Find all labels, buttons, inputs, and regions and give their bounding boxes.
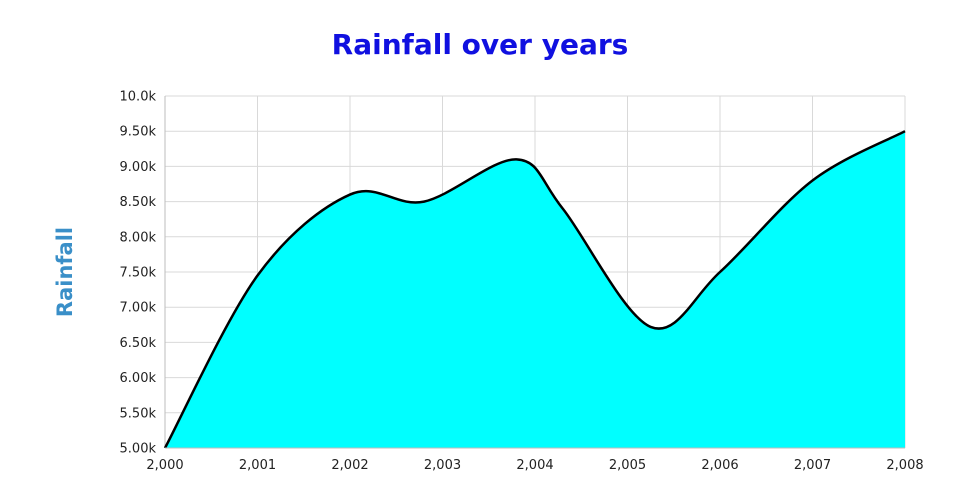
x-tick-label: 2,001 <box>239 458 276 473</box>
x-axis-ticks: 2,000 2,001 2,002 2,003 2,004 2,005 2,006 2,007… <box>146 458 923 473</box>
plot-area <box>163 130 906 449</box>
y-tick-label: 9.00k <box>120 160 157 175</box>
series-line <box>163 130 906 449</box>
x-tick-label: 2,003 <box>424 458 461 473</box>
x-tick-label: 2,007 <box>794 458 831 473</box>
x-tick-label: 2,004 <box>516 458 553 473</box>
y-tick-label: 6.00k <box>120 371 157 386</box>
y-tick-label: 10.0k <box>120 90 157 105</box>
chart-title: Rainfall over years <box>332 28 629 61</box>
y-tick-label: 8.50k <box>120 195 157 210</box>
y-tick-label: 6.50k <box>120 336 157 351</box>
x-tick-label: 2,008 <box>886 458 923 473</box>
x-tick-label: 2,000 <box>146 458 183 473</box>
x-tick-label: 2,006 <box>701 458 738 473</box>
x-tick-label: 2,005 <box>609 458 646 473</box>
area-fill <box>165 131 905 448</box>
y-axis-ticks: 5.00k 5.50k 6.00k 6.50k 7.00k 7.50k 8.00k 8.50k… <box>120 90 157 457</box>
y-tick-label: 5.00k <box>120 442 157 457</box>
y-tick-label: 8.00k <box>120 230 157 245</box>
y-tick-label: 7.00k <box>120 301 157 316</box>
y-tick-label: 7.50k <box>120 266 157 281</box>
y-tick-label: 9.50k <box>120 125 157 140</box>
y-axis-label: Rainfall <box>53 227 77 317</box>
x-tick-label: 2,002 <box>331 458 368 473</box>
y-tick-label: 5.50k <box>120 406 157 421</box>
